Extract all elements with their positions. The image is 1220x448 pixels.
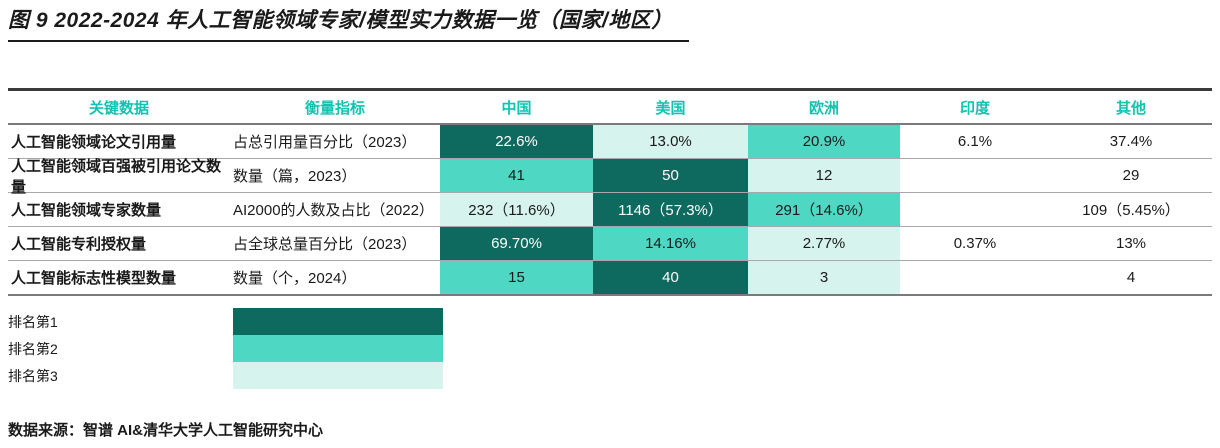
value-cell: 20.9% [748,125,900,158]
metric-cell: 人工智能专利授权量 [11,236,147,253]
column-header-5: 印度 [959,99,990,117]
value-cell: 291（14.6%） [748,193,900,226]
rank-legend: 排名第1 排名第2 排名第3 [8,308,1212,389]
value-cell: 109（5.45%） [1082,202,1180,219]
indicator-cell: AI2000的人数及占比（2022） [233,202,434,219]
value-cell [900,159,1050,192]
legend-row: 排名第2 [8,335,1212,362]
value-cell: 0.37% [953,235,997,252]
indicator-cell: 占全球总量百分比（2023） [233,236,417,253]
legend-row: 排名第3 [8,362,1212,389]
value-cell: 2.77% [748,227,900,260]
legend-swatch-rank1 [233,308,443,335]
table-row: 人工智能标志性模型数量 数量（个，2024） 15 40 3 4 [8,261,1212,296]
column-header-2: 中国 [501,99,532,117]
value-cell: 1146（57.3%） [593,193,748,226]
metric-cell: 人工智能标志性模型数量 [11,270,177,287]
column-header-1: 衡量指标 [304,99,365,117]
indicator-cell: 占总引用量百分比（2023） [233,134,417,151]
figure-title: 图 9 2022-2024 年人工智能领域专家/模型实力数据一览（国家/地区） [8,8,689,42]
legend-swatch-rank3 [233,362,443,389]
value-cell: 4 [1126,269,1136,286]
data-table: 关键数据 衡量指标 中国 美国 欧洲 印度 其他 人工智能领域论文引用量 占总引用量百分比（2… [8,88,1212,296]
legend-label: 排名第3 [8,367,58,384]
table-header-row: 关键数据 衡量指标 中国 美国 欧洲 印度 其他 [8,88,1212,125]
column-header-0: 关键数据 [88,99,149,117]
table-body: 人工智能领域论文引用量 占总引用量百分比（2023） 22.6% 13.0% 20.9%… [8,125,1212,296]
source-note: 数据来源：智谱 AI&清华大学人工智能研究中心 [8,422,324,439]
column-header-3: 美国 [655,99,686,117]
value-cell: 50 [593,159,748,192]
value-cell: 69.70% [440,227,593,260]
value-cell: 29 [1122,167,1140,184]
metric-cell: 人工智能领域专家数量 [11,202,162,219]
value-cell: 13% [1115,235,1147,252]
value-cell: 15 [440,261,593,294]
value-cell: 13.0% [593,125,748,158]
legend-swatch-rank2 [233,335,443,362]
value-cell: 12 [748,159,900,192]
column-header-4: 欧洲 [808,99,839,117]
legend-label: 排名第1 [8,313,58,330]
value-cell [900,193,1050,226]
value-cell: 232（11.6%） [440,193,593,226]
table-row: 人工智能领域专家数量 AI2000的人数及占比（2022） 232（11.6%） 11… [8,193,1212,227]
value-cell: 6.1% [957,133,993,150]
value-cell: 3 [748,261,900,294]
value-cell: 41 [440,159,593,192]
table-row: 人工智能领域百强被引用论文数量 数量（篇，2023） 41 50 12 29 [8,157,1212,196]
table-row: 人工智能专利授权量 占全球总量百分比（2023） 69.70% 14.16% 2.77%… [8,227,1212,261]
value-cell: 14.16% [593,227,748,260]
legend-label: 排名第2 [8,340,58,357]
value-cell: 22.6% [440,125,593,158]
metric-cell: 人工智能领域论文引用量 [11,134,177,151]
value-cell: 37.4% [1109,133,1153,150]
indicator-cell: 数量（个，2024） [233,270,357,287]
table-row: 人工智能领域论文引用量 占总引用量百分比（2023） 22.6% 13.0% 20.9%… [8,125,1212,159]
value-cell [900,261,1050,294]
legend-row: 排名第1 [8,308,1212,335]
value-cell: 40 [593,261,748,294]
metric-cell: 人工智能领域百强被引用论文数量 [11,157,222,196]
indicator-cell: 数量（篇，2023） [233,168,357,185]
column-header-6: 其他 [1115,99,1146,117]
